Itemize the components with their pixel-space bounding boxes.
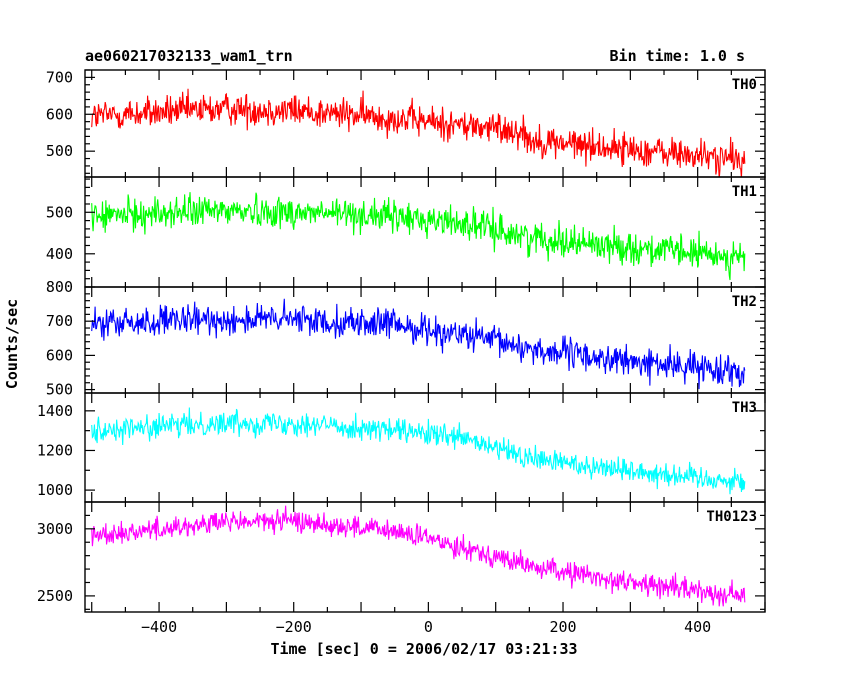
panel-frame (84, 501, 766, 613)
panel-label-th1: TH1 (732, 184, 757, 200)
x-tick-label: 200 (549, 618, 576, 636)
chart-title: ae060217032133_wam1_trn (85, 47, 293, 65)
y-tick-label: 1400 (37, 402, 73, 420)
series-line-th2 (91, 298, 746, 390)
series-line-th0 (91, 88, 746, 177)
x-tick-label: 400 (684, 618, 711, 636)
y-tick-label: 3000 (37, 520, 73, 538)
series-line-th3 (91, 407, 746, 495)
panel-th0: 500 600 700 TH0 (46, 68, 766, 178)
series-line-th0123 (91, 505, 746, 607)
y-tick-label: 1000 (37, 481, 73, 499)
panel-frame (84, 176, 766, 288)
y-tick-label: 500 (46, 381, 73, 399)
y-tick-label: 2500 (37, 587, 73, 605)
y-tick-label: 600 (46, 105, 73, 123)
panel-frame (84, 286, 766, 394)
panel-th0123: 2500 3000 TH0123 (37, 501, 766, 613)
panel-label-th0123: TH0123 (706, 509, 757, 525)
y-tick-label: 700 (46, 312, 73, 330)
y-axis-label: Counts/sec (3, 299, 21, 389)
x-tick-label: 0 (424, 618, 433, 636)
panel-label-th2: TH2 (732, 294, 757, 310)
x-tick-label: −400 (141, 618, 177, 636)
panels-group: 500 600 700 TH0 400 500 TH1 500 600 700 800 TH2 1000… (37, 68, 766, 613)
x-tick-label: −200 (276, 618, 312, 636)
series-line-th1 (91, 192, 746, 281)
x-axis-label: Time [sec] 0 = 2006/02/17 03:21:33 (270, 640, 577, 658)
y-tick-label: 1200 (37, 441, 73, 459)
y-tick-label: 800 (46, 278, 73, 296)
panel-label-th3: TH3 (732, 400, 757, 416)
panel-frame (84, 392, 766, 503)
x-axis: −400 −200 0 200 400 (141, 618, 711, 636)
y-tick-label: 400 (46, 245, 73, 263)
y-tick-label: 700 (46, 68, 73, 86)
y-tick-label: 500 (46, 203, 73, 221)
panel-label-th0: TH0 (732, 77, 757, 93)
panel-th1: 400 500 TH1 (46, 176, 766, 288)
panel-th3: 1000 1200 1400 TH3 (37, 392, 766, 503)
y-tick-label: 600 (46, 346, 73, 364)
panel-th2: 500 600 700 800 TH2 (46, 278, 766, 399)
bin-time-label: Bin time: 1.0 s (610, 47, 745, 65)
y-tick-label: 500 (46, 142, 73, 160)
